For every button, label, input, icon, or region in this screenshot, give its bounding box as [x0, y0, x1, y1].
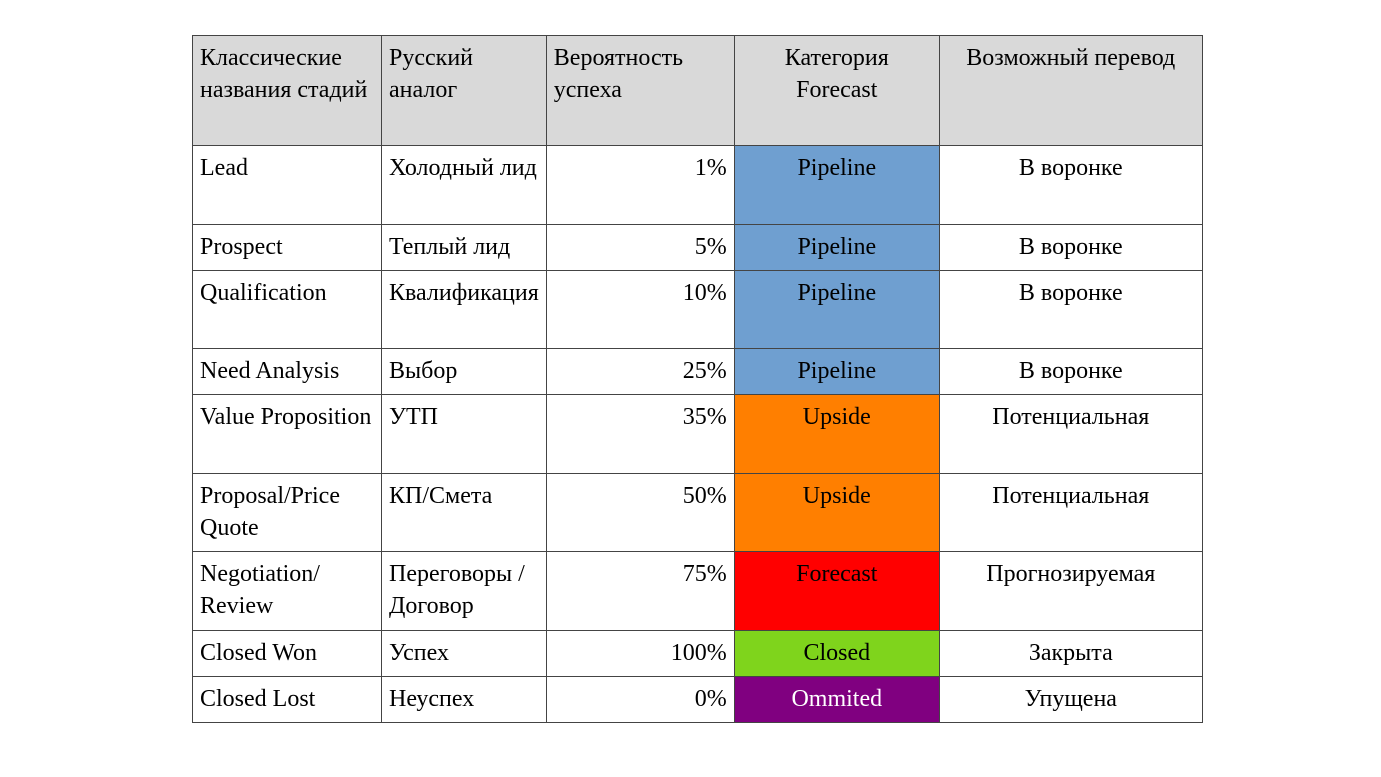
translation-cell: Упущена — [938, 676, 1203, 723]
probability-cell: 10% — [545, 270, 735, 349]
category-cell: Forecast — [733, 551, 940, 631]
category-cell: Pipeline — [733, 348, 940, 395]
russian-cell: Успех — [381, 630, 547, 677]
table-row: Closed Lost Неуспех 0% Ommited Упущена — [192, 676, 1203, 723]
russian-cell: Холодный лид — [381, 145, 547, 225]
category-cell: Upside — [733, 394, 940, 474]
header-stage: Классические названия стадий — [192, 35, 382, 146]
table-row: Value Proposition УТП 35% Upside Потенциальн… — [192, 394, 1203, 474]
translation-cell: В воронке — [938, 270, 1203, 349]
sales-stages-table: Классические названия стадий Русский ана… — [192, 35, 1203, 723]
translation-cell: Прогнозируемая — [938, 551, 1203, 631]
stage-cell: Closed Won — [192, 630, 382, 677]
table-row: Prospect Теплый лид 5% Pipeline В воронке — [192, 224, 1203, 271]
category-cell: Pipeline — [733, 224, 940, 271]
header-russian: Русский аналог — [381, 35, 547, 146]
russian-cell: Квалификация — [381, 270, 547, 349]
header-probability: Вероятность успеха — [545, 35, 735, 146]
stage-cell: Qualification — [192, 270, 382, 349]
stage-cell: Closed Lost — [192, 676, 382, 723]
translation-cell: В воронке — [938, 348, 1203, 395]
table-row: Qualification Квалификация 10% Pipeline В во… — [192, 270, 1203, 349]
probability-cell: 5% — [545, 224, 735, 271]
translation-cell: Потенциальная — [938, 473, 1203, 552]
stage-cell: Negotiation/ Review — [192, 551, 382, 631]
header-row: Классические названия стадий Русский ана… — [192, 35, 1203, 146]
russian-cell: Неуспех — [381, 676, 547, 723]
probability-cell: 0% — [545, 676, 735, 723]
stage-cell: Need Analysis — [192, 348, 382, 395]
stage-cell: Value Proposition — [192, 394, 382, 474]
probability-cell: 35% — [545, 394, 735, 474]
probability-cell: 50% — [545, 473, 735, 552]
probability-cell: 25% — [545, 348, 735, 395]
russian-cell: Теплый лид — [381, 224, 547, 271]
category-cell: Closed — [733, 630, 940, 677]
category-cell: Pipeline — [733, 145, 940, 225]
russian-cell: Выбор — [381, 348, 547, 395]
stage-cell: Proposal/Price Quote — [192, 473, 382, 552]
table-row: Negotiation/ Review Переговоры /Договор 75… — [192, 551, 1203, 631]
header-translation: Возможный перевод — [938, 35, 1203, 146]
probability-cell: 75% — [545, 551, 735, 631]
header-category: Категория Forecast — [733, 35, 940, 146]
category-cell: Pipeline — [733, 270, 940, 349]
table-row: Closed Won Успех 100% Closed Закрыта — [192, 630, 1203, 677]
russian-cell: УТП — [381, 394, 547, 474]
table-row: Proposal/Price Quote КП/Смета 50% Upside Пот… — [192, 473, 1203, 552]
translation-cell: Закрыта — [938, 630, 1203, 677]
table-row: Need Analysis Выбор 25% Pipeline В воронке — [192, 348, 1203, 395]
stage-cell: Lead — [192, 145, 382, 225]
russian-cell: Переговоры /Договор — [381, 551, 547, 631]
category-cell: Ommited — [733, 676, 940, 723]
probability-cell: 100% — [545, 630, 735, 677]
translation-cell: В воронке — [938, 224, 1203, 271]
table-row: Lead Холодный лид 1% Pipeline В воронке — [192, 145, 1203, 225]
translation-cell: Потенциальная — [938, 394, 1203, 474]
category-cell: Upside — [733, 473, 940, 552]
translation-cell: В воронке — [938, 145, 1203, 225]
russian-cell: КП/Смета — [381, 473, 547, 552]
probability-cell: 1% — [545, 145, 735, 225]
stage-cell: Prospect — [192, 224, 382, 271]
